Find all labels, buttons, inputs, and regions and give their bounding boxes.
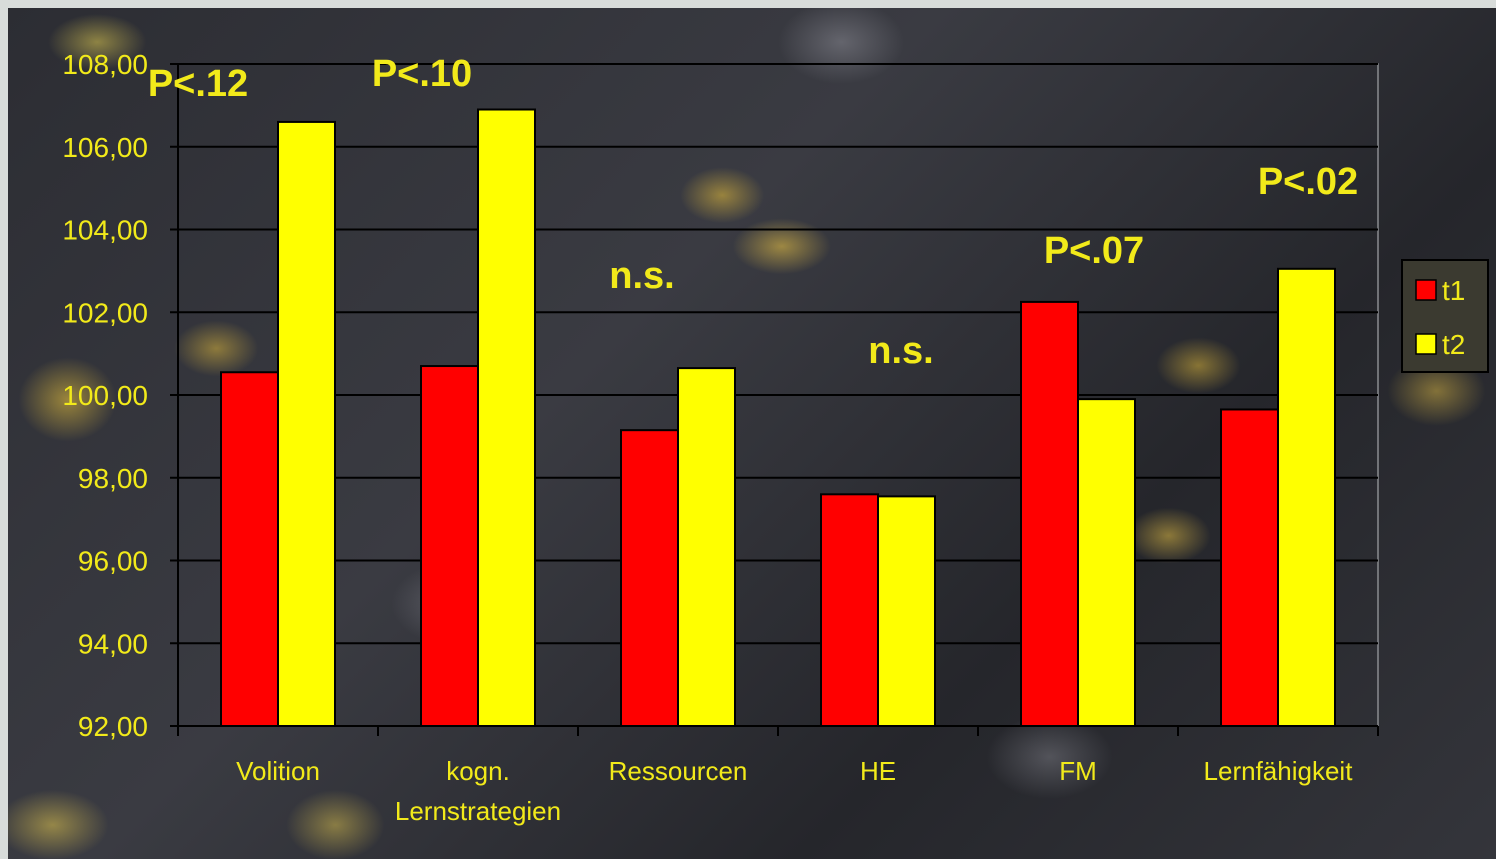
bar-t2-5 xyxy=(1277,267,1336,727)
significance-label: n.s. xyxy=(868,330,933,372)
y-tick-label: 96,00 xyxy=(78,546,148,577)
bar-t2-1 xyxy=(477,108,536,727)
x-category-label: HE xyxy=(860,756,896,786)
bar-t1-2 xyxy=(620,429,679,727)
y-tick-label: 92,00 xyxy=(78,711,148,742)
significance-label: P<.10 xyxy=(372,53,472,95)
x-category-label: Lernfähigkeit xyxy=(1204,756,1354,786)
bar-t1-5 xyxy=(1220,408,1279,727)
y-tick-label: 104,00 xyxy=(62,215,148,246)
bar-chart: 92,00 94,00 96,00 98,00 100,00 102,00 104,00 10… xyxy=(62,49,1489,826)
bar-t2-4 xyxy=(1077,398,1136,727)
chart-slide: 92,00 94,00 96,00 98,00 100,00 102,00 104,00 10… xyxy=(8,8,1496,859)
legend-label: t1 xyxy=(1442,275,1465,306)
x-category-label: Ressourcen xyxy=(609,756,748,786)
x-category-label: FM xyxy=(1059,756,1097,786)
x-category-label: Lernstrategien xyxy=(395,796,561,826)
legend-label: t2 xyxy=(1442,329,1465,360)
y-tick-label: 94,00 xyxy=(78,628,148,659)
y-tick-label: 106,00 xyxy=(62,132,148,163)
y-tick-label: 108,00 xyxy=(62,49,148,80)
bar-t2-2 xyxy=(677,367,736,727)
bar-t1-4 xyxy=(1020,300,1079,727)
y-tick-label: 102,00 xyxy=(62,297,148,328)
significance-label: P<.12 xyxy=(148,63,248,105)
bar-t1-1 xyxy=(420,365,479,727)
x-category-label: Volition xyxy=(236,756,320,786)
bar-t1-0 xyxy=(220,371,279,727)
y-tick-label: 98,00 xyxy=(78,463,148,494)
y-tick-label: 100,00 xyxy=(62,380,148,411)
significance-label: P<.07 xyxy=(1044,230,1144,272)
significance-label: n.s. xyxy=(609,255,674,297)
bar-t1-3 xyxy=(820,493,879,727)
bar-t2-0 xyxy=(277,120,336,728)
bar-t2-3 xyxy=(877,495,936,727)
legend-swatch-t2 xyxy=(1415,333,1437,355)
x-category-label: kogn. xyxy=(446,756,510,786)
legend-swatch-t1 xyxy=(1415,279,1437,301)
significance-label: P<.02 xyxy=(1258,161,1358,203)
